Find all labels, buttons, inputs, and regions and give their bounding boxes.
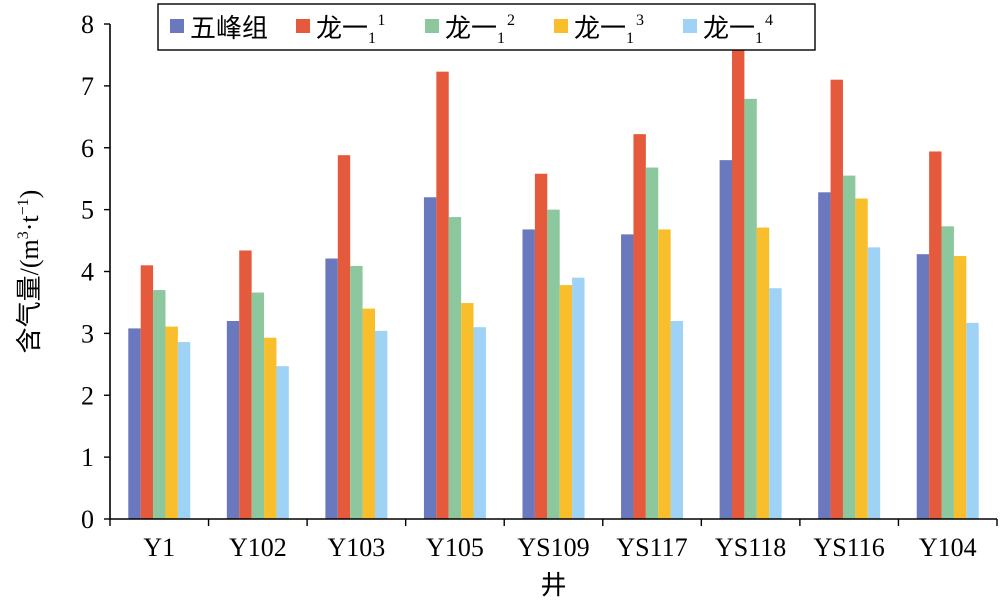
bar-Y105-s1 — [423, 197, 437, 519]
y-tick-label: 5 — [81, 196, 94, 225]
bar-Y105-s3 — [448, 217, 462, 520]
x-tick-label: Y104 — [919, 533, 977, 562]
bar-YS116-s4 — [855, 198, 868, 520]
bar-Y1-s2 — [140, 265, 154, 519]
bar-YS118-s5 — [769, 288, 782, 519]
legend-swatch — [554, 19, 568, 33]
bar-Y102-s1 — [226, 321, 240, 519]
bar-YS109-s2 — [534, 173, 548, 520]
bar-YS118-s2 — [732, 48, 745, 519]
axis-labels: 井 含气量/(m3·t−1) — [15, 190, 567, 600]
legend-box — [157, 3, 816, 51]
bar-YS109-s5 — [572, 277, 585, 519]
plot-bars — [128, 48, 979, 520]
bar-Y104-s1 — [916, 254, 930, 519]
legend-entry: 龙一14 — [703, 12, 773, 47]
bar-YS109-s4 — [559, 285, 573, 519]
bar-YS117-s2 — [633, 134, 646, 519]
y-tick-label: 2 — [81, 381, 94, 410]
bar-Y102-s2 — [239, 250, 252, 519]
legend-swatch — [425, 19, 439, 33]
ticks: 0 1 2 3 4 5 6 7 8 Y1 Y102 Y103 Y105 YS109 YS117 YS118 YS… — [81, 10, 998, 562]
y-tick-label: 6 — [81, 134, 94, 163]
bar-Y102-s4 — [264, 337, 277, 519]
bar-YS117-s1 — [621, 234, 634, 520]
bar-YS109-s1 — [522, 229, 535, 519]
bar-Y105-s5 — [473, 327, 486, 519]
bar-Y103-s3 — [350, 265, 363, 519]
bar-YS116-s2 — [830, 79, 843, 519]
x-tick-label: Y102 — [229, 533, 287, 562]
x-tick-label: Y105 — [426, 533, 484, 562]
bar-Y105-s2 — [436, 71, 449, 519]
bar-YS116-s1 — [818, 192, 831, 520]
legend-entry: 龙一11 — [316, 12, 385, 47]
legend-entry: 龙一13 — [574, 12, 644, 47]
bar-Y104-s2 — [929, 151, 942, 519]
y-tick-label: 7 — [81, 72, 94, 101]
bar-YS116-s5 — [867, 247, 881, 519]
bar-Y103-s2 — [337, 155, 351, 519]
x-tick-label: YS118 — [715, 533, 786, 562]
bar-YS117-s4 — [658, 229, 671, 519]
bar-YS118-s4 — [756, 227, 770, 519]
bar-Y104-s4 — [953, 256, 967, 519]
bar-Y1-s1 — [128, 328, 141, 519]
x-tick-label: YS117 — [616, 533, 687, 562]
legend: 五峰组 龙一11 龙一12 龙一13 龙一14 — [157, 3, 816, 51]
bar-Y105-s4 — [461, 303, 474, 519]
bar-Y102-s3 — [251, 292, 265, 519]
y-tick-label: 3 — [81, 319, 94, 348]
bar-Y102-s5 — [276, 366, 289, 519]
x-axis-label: 井 — [540, 571, 566, 600]
bar-Y1-s4 — [165, 326, 178, 519]
legend-entry: 龙一12 — [445, 12, 515, 47]
bar-YS118-s1 — [719, 160, 733, 520]
bar-YS117-s3 — [645, 167, 659, 520]
bar-YS118-s3 — [744, 98, 757, 520]
x-tick-label: Y103 — [327, 533, 385, 562]
bar-YS109-s3 — [547, 209, 560, 520]
bar-Y104-s3 — [941, 226, 954, 519]
legend-swatch — [170, 19, 184, 33]
legend-swatch — [683, 19, 697, 33]
x-tick-label: Y1 — [143, 533, 175, 562]
y-tick-label: 1 — [81, 443, 94, 472]
legend-entry: 五峰组 — [190, 14, 268, 43]
bar-Y103-s5 — [374, 330, 388, 519]
x-tick-label: YS116 — [814, 533, 885, 562]
bar-YS117-s5 — [670, 321, 684, 519]
bar-Y103-s1 — [325, 258, 338, 519]
bar-Y1-s5 — [177, 342, 191, 519]
y-tick-label: 8 — [81, 10, 94, 39]
bar-Y104-s5 — [966, 322, 979, 519]
y-tick-label: 0 — [81, 505, 94, 534]
bar-YS116-s3 — [842, 175, 856, 519]
x-tick-label: YS109 — [517, 533, 589, 562]
bar-Y1-s3 — [153, 290, 166, 519]
bar-Y103-s4 — [362, 308, 375, 520]
y-tick-label: 4 — [81, 258, 94, 287]
y-axis-label: 含气量/(m3·t−1) — [15, 190, 44, 354]
legend-swatch — [296, 19, 310, 33]
